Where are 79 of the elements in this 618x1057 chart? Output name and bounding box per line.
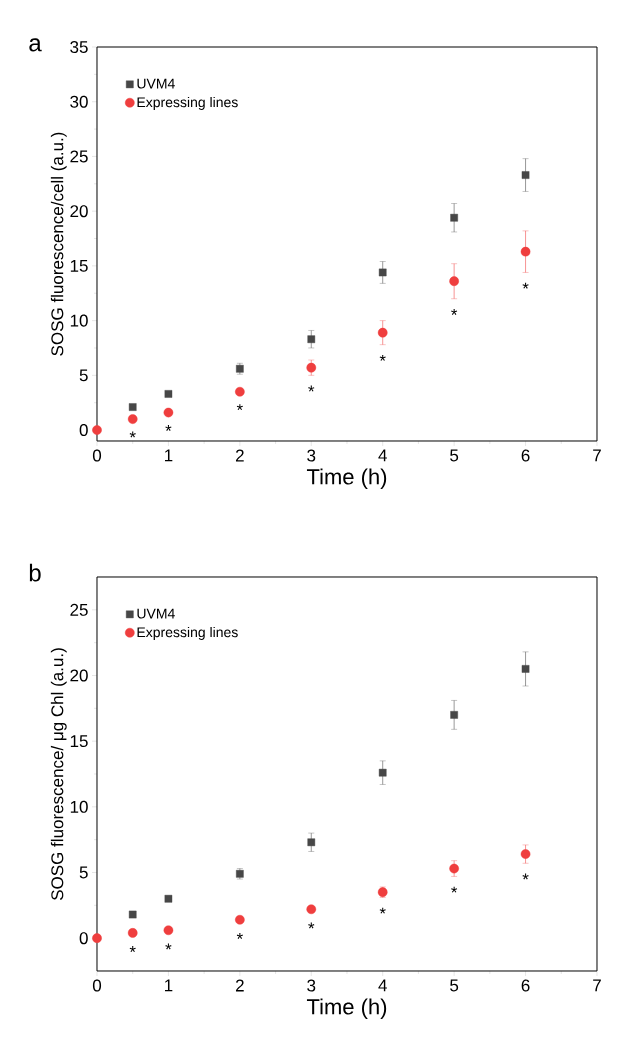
x-tick-label: 1 <box>165 449 173 462</box>
x-tick-label: 2 <box>235 979 244 992</box>
annotation: * <box>308 385 315 392</box>
point <box>520 246 531 257</box>
point <box>378 268 387 277</box>
point <box>163 407 174 418</box>
point <box>307 335 316 344</box>
y-tick-label: 25 <box>70 150 88 163</box>
x-tick-label: 4 <box>378 449 387 462</box>
y-tick-label: 30 <box>70 95 88 108</box>
point <box>235 914 245 925</box>
point <box>378 768 387 777</box>
legend-label: UVM4 <box>137 78 175 89</box>
point <box>377 327 388 338</box>
x-tick-label: 0 <box>92 449 102 462</box>
annotation: * <box>522 282 529 289</box>
legend-label: UVM4 <box>137 608 175 619</box>
y-tick-label: 0 <box>79 932 88 945</box>
annotation: * <box>129 431 136 438</box>
y-tick-label: 10 <box>70 800 88 813</box>
x-tick-label: 5 <box>450 979 459 992</box>
y-axis-title: SOSG fluorescence/cell (a.u.) <box>50 132 67 356</box>
x-tick-label: 5 <box>450 449 459 462</box>
annotation: * <box>379 354 386 361</box>
y-tick-label: 5 <box>79 369 88 382</box>
annotation: * <box>308 922 315 929</box>
annotation: * <box>451 308 458 315</box>
point <box>164 894 173 903</box>
y-tick-label: 20 <box>70 669 88 682</box>
x-tick-label: 1 <box>165 979 173 992</box>
y-tick-label: 35 <box>70 40 88 54</box>
y-tick-label: 0 <box>79 424 88 437</box>
y-tick-label: 10 <box>70 314 88 327</box>
y-tick-label: 25 <box>70 603 88 616</box>
annotation: * <box>379 907 386 914</box>
point <box>450 213 458 222</box>
x-axis-title: Time (h) <box>306 998 387 1019</box>
legend-label: Expressing lines <box>137 96 238 110</box>
point <box>128 910 137 919</box>
point <box>127 928 138 938</box>
chart-title: b <box>29 563 41 582</box>
x-tick-label: 3 <box>307 979 316 992</box>
point <box>163 925 174 936</box>
annotation: * <box>129 946 136 953</box>
point <box>306 904 317 915</box>
point <box>235 386 245 397</box>
y-axis-title: SOSG fluorescence/ μg Chl (a.u.) <box>50 648 67 900</box>
point <box>521 665 530 673</box>
point <box>92 425 102 435</box>
chart-title: a <box>29 38 42 52</box>
y-tick-label: 20 <box>70 205 88 218</box>
point <box>127 414 138 424</box>
point <box>128 403 137 411</box>
y-tick-label: 5 <box>79 866 88 879</box>
point <box>521 171 530 179</box>
x-tick-label: 6 <box>521 449 530 462</box>
x-tick-label: 7 <box>593 449 601 462</box>
annotation: * <box>165 943 172 950</box>
point <box>449 276 459 287</box>
point <box>307 838 316 847</box>
annotation: * <box>451 886 458 893</box>
legend-label: Expressing lines <box>137 626 238 640</box>
point <box>520 849 531 859</box>
x-tick-label: 0 <box>92 979 102 992</box>
x-tick-label: 7 <box>593 979 601 992</box>
point <box>450 711 458 719</box>
x-axis-title: Time (h) <box>306 468 387 489</box>
point <box>164 390 173 398</box>
annotation: * <box>236 404 243 411</box>
y-tick-label: 15 <box>70 259 88 272</box>
annotation: * <box>165 424 172 431</box>
y-tick-label: 15 <box>70 735 88 748</box>
annotation: * <box>236 932 243 939</box>
x-tick-label: 4 <box>378 979 387 992</box>
point <box>92 933 102 943</box>
x-tick-label: 2 <box>235 449 244 462</box>
annotation: * <box>522 873 529 880</box>
x-tick-label: 6 <box>521 979 530 992</box>
x-tick-label: 3 <box>307 449 316 462</box>
